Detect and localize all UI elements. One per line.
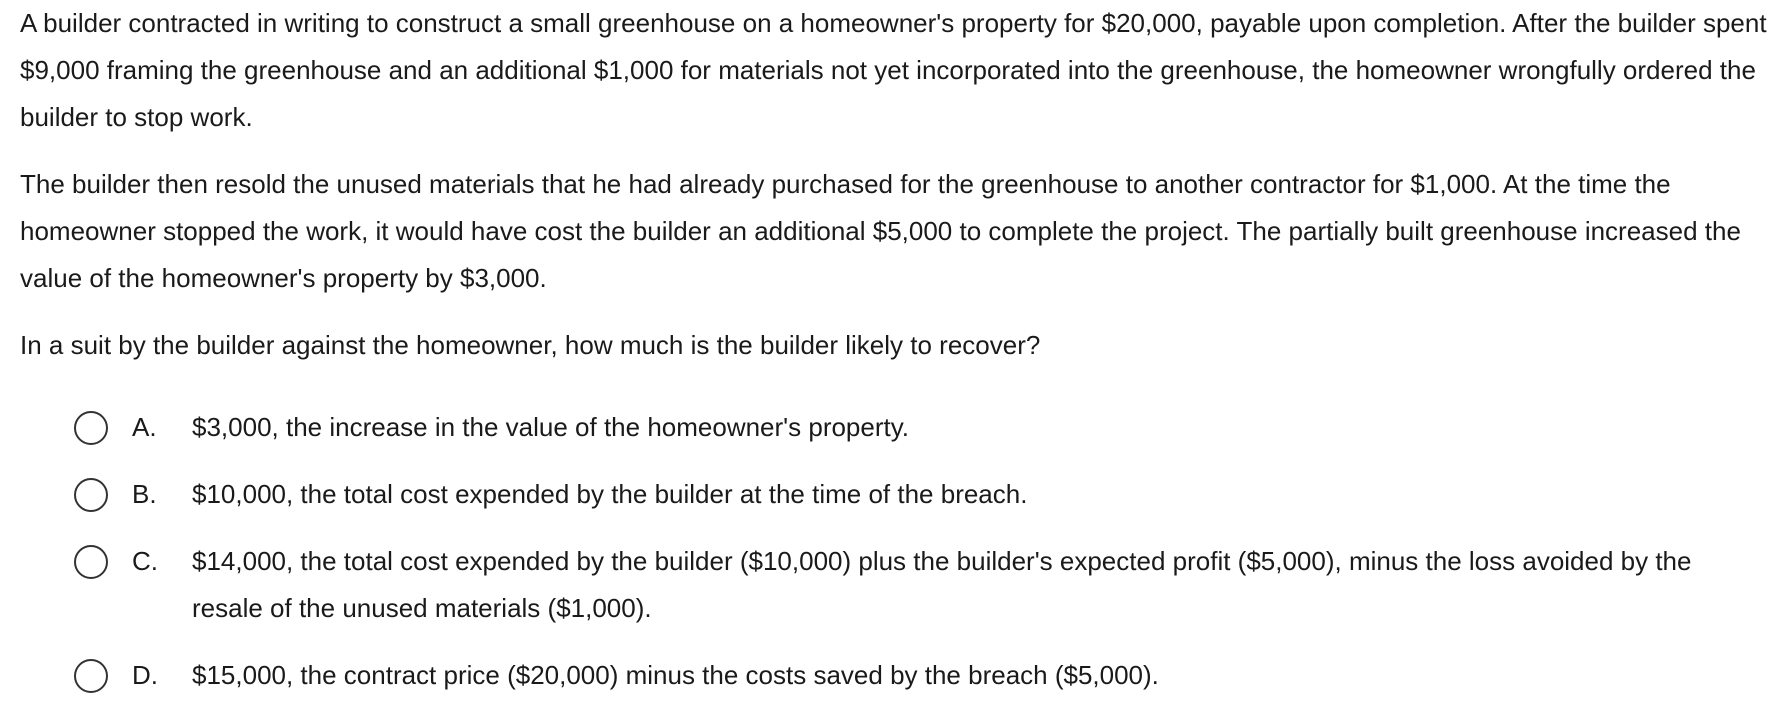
radio-button-d[interactable]	[74, 659, 108, 693]
option-text-c: $14,000, the total cost expended by the …	[192, 546, 1692, 623]
question-prompt: In a suit by the builder against the hom…	[20, 330, 1041, 360]
option-letter-c: C.	[132, 546, 158, 576]
question-stem-paragraph-2: The builder then resold the unused mater…	[20, 169, 1741, 293]
question-container: A builder contracted in writing to const…	[20, 0, 1767, 369]
radio-button-a[interactable]	[74, 411, 108, 445]
option-text-b: $10,000, the total cost expended by the …	[192, 479, 1028, 509]
option-letter-d: D.	[132, 660, 158, 690]
option-text-a: $3,000, the increase in the value of the…	[192, 412, 910, 442]
answer-options: A. $3,000, the increase in the value of …	[74, 404, 1754, 719]
option-letter-a: A.	[132, 412, 157, 442]
option-c[interactable]: C. $14,000, the total cost expended by t…	[74, 538, 1754, 632]
option-text-d: $15,000, the contract price ($20,000) mi…	[192, 660, 1159, 690]
option-a[interactable]: A. $3,000, the increase in the value of …	[74, 404, 1754, 451]
option-d[interactable]: D. $15,000, the contract price ($20,000)…	[74, 652, 1754, 699]
option-b[interactable]: B. $10,000, the total cost expended by t…	[74, 471, 1754, 518]
question-stem-paragraph-1: A builder contracted in writing to const…	[20, 8, 1767, 132]
radio-button-b[interactable]	[74, 478, 108, 512]
option-letter-b: B.	[132, 479, 157, 509]
radio-button-c[interactable]	[74, 545, 108, 579]
